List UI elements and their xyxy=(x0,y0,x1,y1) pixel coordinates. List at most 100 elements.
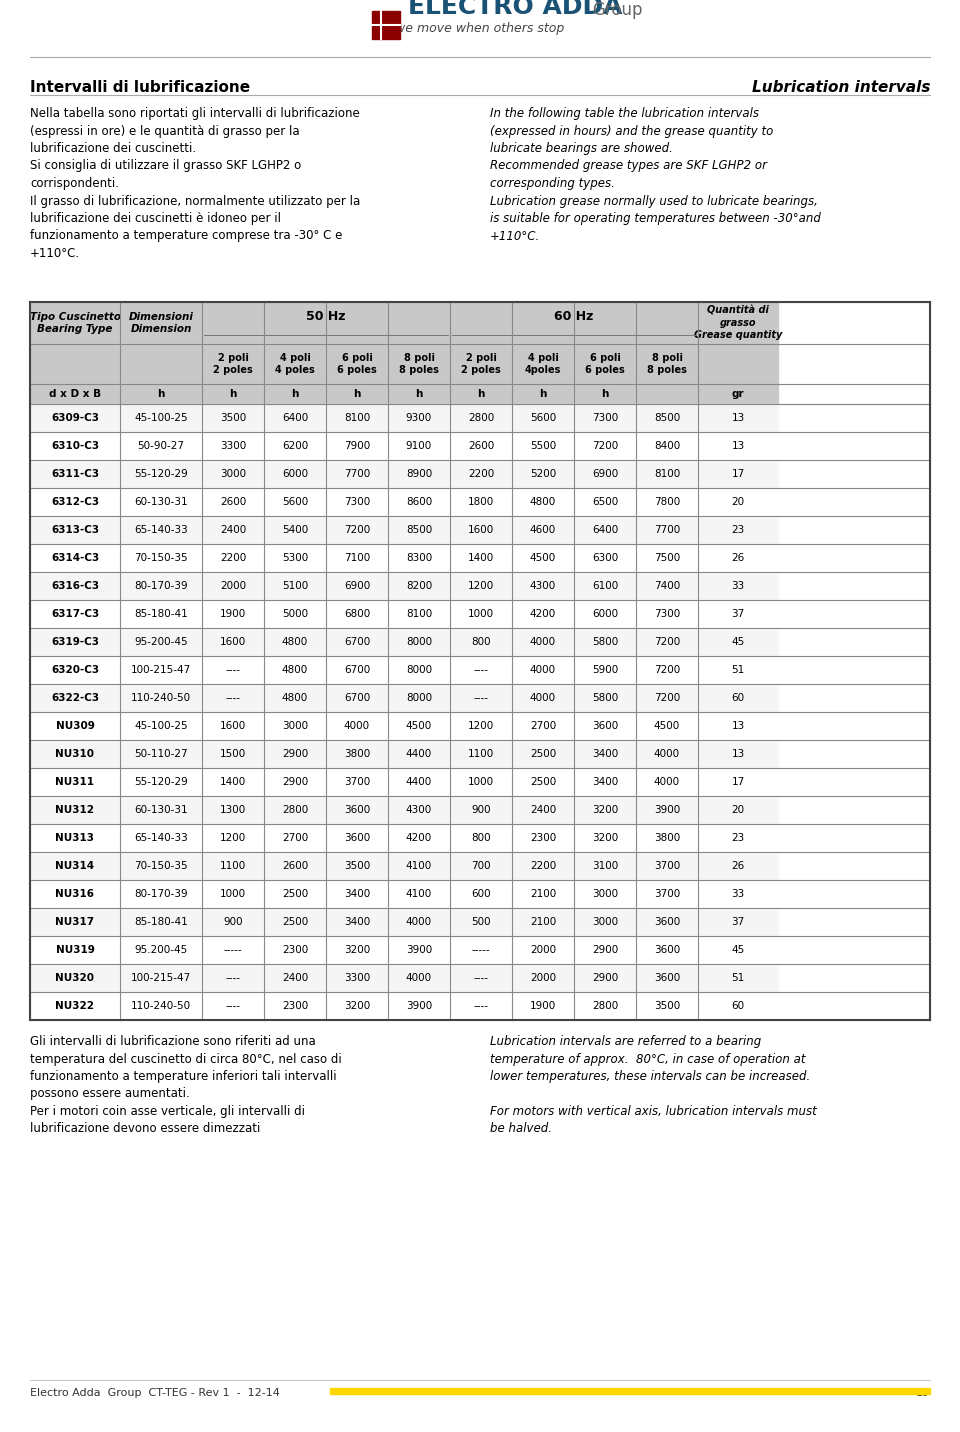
Bar xyxy=(326,460,388,488)
Bar xyxy=(264,992,326,1020)
Text: Lubrication intervals are referred to a bearing
temperature of approx.  80°C, in: Lubrication intervals are referred to a … xyxy=(490,1035,817,1136)
Bar xyxy=(512,823,574,852)
Bar xyxy=(574,460,636,488)
Bar xyxy=(450,796,512,823)
Text: 8400: 8400 xyxy=(654,441,680,451)
Text: 900: 900 xyxy=(223,916,243,927)
Text: 20: 20 xyxy=(732,805,745,815)
Text: 8900: 8900 xyxy=(406,470,432,478)
Bar xyxy=(202,344,264,384)
Text: 1100: 1100 xyxy=(220,861,246,871)
Bar xyxy=(698,600,778,629)
Text: 4100: 4100 xyxy=(406,889,432,899)
Text: 3800: 3800 xyxy=(344,749,371,759)
Text: 2900: 2900 xyxy=(592,945,618,955)
Bar xyxy=(512,684,574,712)
Text: 1200: 1200 xyxy=(220,833,246,843)
Text: Quantità di
grasso
Grease quantity: Quantità di grasso Grease quantity xyxy=(694,305,782,341)
Text: 3900: 3900 xyxy=(654,805,680,815)
Bar xyxy=(120,881,202,908)
Bar xyxy=(574,964,636,992)
Bar xyxy=(202,768,264,796)
Bar xyxy=(120,740,202,768)
Text: h: h xyxy=(353,390,361,400)
Bar xyxy=(574,384,636,404)
Bar xyxy=(636,404,698,432)
Bar xyxy=(450,629,512,656)
Text: ELECTRO ADDA: ELECTRO ADDA xyxy=(408,0,622,19)
Bar xyxy=(450,571,512,600)
Bar xyxy=(388,404,450,432)
Text: 3000: 3000 xyxy=(220,470,246,478)
Bar xyxy=(450,384,512,404)
Text: 3000: 3000 xyxy=(592,916,618,927)
Bar xyxy=(512,488,574,516)
Text: 4400: 4400 xyxy=(406,778,432,788)
Text: 3800: 3800 xyxy=(654,833,680,843)
Bar xyxy=(636,384,698,404)
Bar xyxy=(120,302,202,344)
Bar xyxy=(326,964,388,992)
Text: 4000: 4000 xyxy=(530,693,556,703)
Text: 6400: 6400 xyxy=(282,412,308,422)
Text: 7300: 7300 xyxy=(592,412,618,422)
Bar xyxy=(450,432,512,460)
Text: 3600: 3600 xyxy=(344,805,371,815)
Text: 65-140-33: 65-140-33 xyxy=(134,833,188,843)
Bar xyxy=(202,384,264,404)
Bar xyxy=(30,740,120,768)
Text: 3600: 3600 xyxy=(654,972,680,982)
Text: 4800: 4800 xyxy=(530,497,556,507)
Text: 1500: 1500 xyxy=(220,749,246,759)
Text: 6 poli
6 poles: 6 poli 6 poles xyxy=(337,352,377,375)
Bar xyxy=(120,516,202,544)
Bar xyxy=(388,460,450,488)
Text: 4000: 4000 xyxy=(530,637,556,647)
Text: NU311: NU311 xyxy=(56,778,94,788)
Text: 4200: 4200 xyxy=(530,609,556,619)
Text: NU313: NU313 xyxy=(56,833,94,843)
Bar xyxy=(574,823,636,852)
Text: 2900: 2900 xyxy=(282,778,308,788)
Text: 2900: 2900 xyxy=(592,972,618,982)
Bar xyxy=(574,600,636,629)
Text: 6500: 6500 xyxy=(592,497,618,507)
Bar xyxy=(512,404,574,432)
Text: 45-100-25: 45-100-25 xyxy=(134,412,188,422)
Text: 45: 45 xyxy=(732,945,745,955)
Text: 1000: 1000 xyxy=(220,889,246,899)
Text: 2200: 2200 xyxy=(220,553,246,563)
Text: ----: ---- xyxy=(473,972,489,982)
Text: 37: 37 xyxy=(732,916,745,927)
Text: NU317: NU317 xyxy=(56,916,95,927)
Bar xyxy=(202,937,264,964)
Text: 95-200-45: 95-200-45 xyxy=(134,637,188,647)
Bar xyxy=(574,629,636,656)
Text: h: h xyxy=(477,390,485,400)
Bar xyxy=(512,432,574,460)
Text: 7200: 7200 xyxy=(344,526,371,536)
Text: 1000: 1000 xyxy=(468,778,494,788)
Text: 60-130-31: 60-130-31 xyxy=(134,805,188,815)
Bar xyxy=(574,571,636,600)
Text: h: h xyxy=(601,390,609,400)
Text: 65-140-33: 65-140-33 xyxy=(134,526,188,536)
Bar xyxy=(326,488,388,516)
Text: 2200: 2200 xyxy=(530,861,556,871)
Text: 80-170-39: 80-170-39 xyxy=(134,889,188,899)
Text: 1000: 1000 xyxy=(468,609,494,619)
Bar xyxy=(512,852,574,881)
Text: Nella tabella sono riportati gli intervalli di lubrificazione
(espressi in ore) : Nella tabella sono riportati gli interva… xyxy=(30,107,360,261)
Text: NU310: NU310 xyxy=(56,749,94,759)
Bar xyxy=(512,516,574,544)
Text: 500: 500 xyxy=(471,916,491,927)
Bar xyxy=(120,488,202,516)
Text: NU312: NU312 xyxy=(56,805,94,815)
Text: 4000: 4000 xyxy=(406,916,432,927)
Text: we move when others stop: we move when others stop xyxy=(396,21,564,34)
Text: 8000: 8000 xyxy=(406,664,432,674)
Text: 60-130-31: 60-130-31 xyxy=(134,497,188,507)
Bar xyxy=(698,852,778,881)
Bar xyxy=(120,768,202,796)
Bar xyxy=(636,684,698,712)
